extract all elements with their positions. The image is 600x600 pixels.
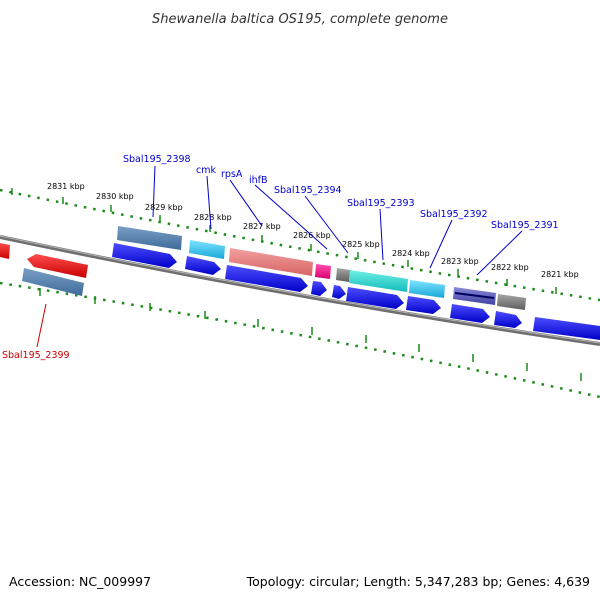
feature-sbal195-2399[interactable] [22,268,84,296]
inner-major-ticks [39,288,582,381]
kbp-label: 2821 kbp [541,270,579,279]
gene-label-rpsa[interactable]: rpsA [221,169,243,180]
kbp-label: 2829 kbp [145,203,183,212]
inner-tick-ring [0,281,600,399]
cds-track [112,243,600,340]
kbp-label: 2828 kbp [194,213,232,222]
kbp-label: 2830 kbp [96,192,134,201]
gene-label-sbal195-2392[interactable]: Sbal195_2392 [420,209,488,220]
feature-sbal195-2393[interactable] [349,270,408,292]
kbp-label: 2825 kbp [342,240,380,249]
outer-major-ticks [11,188,557,294]
gene-label-sbal195-2393[interactable]: Sbal195_2393 [347,198,415,209]
cds-arrow[interactable] [311,281,327,296]
accession-text: Accession: NC_009997 [9,574,151,589]
gene-label-sbal195-2391[interactable]: Sbal195_2391 [491,220,559,231]
cds-arrow[interactable] [450,304,490,323]
cds-arrow[interactable] [112,243,177,268]
kbp-label: 2827 kbp [243,222,281,231]
genome-backbone [0,235,600,346]
feature-track [0,226,526,310]
feature-rpsa[interactable] [229,248,313,276]
label-leaders [36,165,523,348]
kbp-label: 2823 kbp [441,257,479,266]
feature-sbal195-2398[interactable] [117,226,182,250]
cds-arrow[interactable] [225,265,308,292]
kbp-label: 2824 kbp [392,249,430,258]
cds-arrow[interactable] [494,311,522,328]
gene-label-sbal195-2398[interactable]: Sbal195_2398 [123,154,191,165]
gene-label-cmk[interactable]: cmk [196,165,216,176]
feature-sbal195-2392[interactable] [409,280,445,298]
gene-label-ihfb[interactable]: ihfB [249,175,268,186]
cds-arrow[interactable] [533,317,600,340]
cds-arrow[interactable] [406,296,441,314]
topology-summary: Topology: circular; Length: 5,347,283 bp… [246,574,590,589]
kbp-label: 2822 kbp [491,263,529,272]
feature-ihfb[interactable] [315,264,331,279]
feature-grey-block[interactable] [497,294,526,310]
cds-arrow[interactable] [332,285,346,299]
outer-tick-ring [0,188,600,302]
cds-arrow[interactable] [185,256,221,275]
gene-labels: Sbal195_2398 cmk rpsA ihfB Sbal195_2394 … [2,154,559,361]
feature-sbal195-2394[interactable] [336,268,350,282]
map-title: Shewanella baltica OS195, complete genom… [152,12,448,27]
feature-reverse-red[interactable] [27,254,88,278]
feature-cmk[interactable] [189,240,225,259]
feature-red-left[interactable] [0,243,10,259]
cds-arrow[interactable] [346,287,404,309]
gene-label-sbal195-2394[interactable]: Sbal195_2394 [274,185,342,196]
kbp-label: 2831 kbp [47,182,85,191]
gene-label-sbal195-2399[interactable]: Sbal195_2399 [2,350,70,361]
